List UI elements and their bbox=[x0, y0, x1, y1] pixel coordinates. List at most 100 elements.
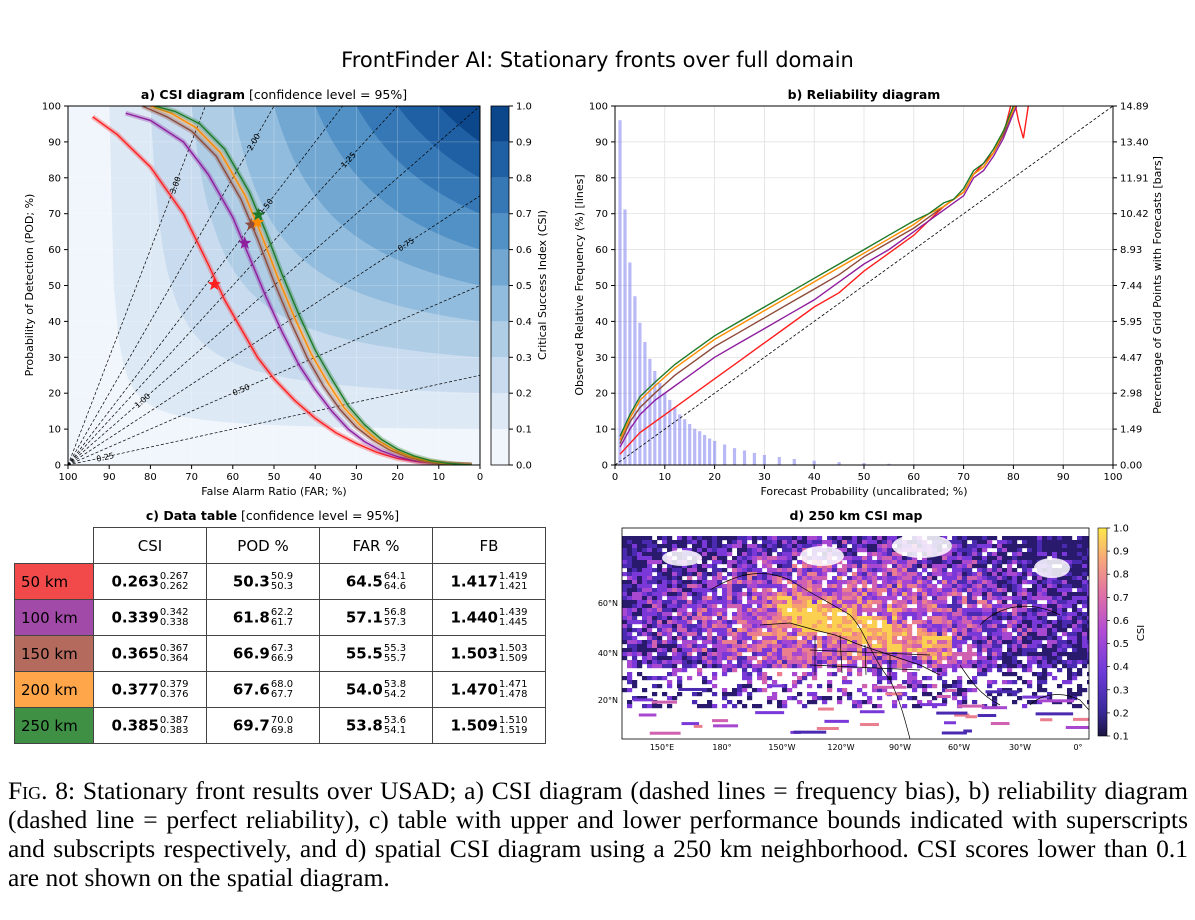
csi-map-cell bbox=[977, 640, 983, 645]
csi-map-cell bbox=[1017, 648, 1023, 653]
x-tick-label: 0 bbox=[612, 472, 618, 483]
csi-map-cell bbox=[1052, 584, 1058, 589]
csi-map-cell bbox=[907, 680, 913, 685]
csi-map-cell bbox=[787, 696, 793, 701]
x-tick-label: 60 bbox=[226, 472, 239, 483]
csi-map-cell bbox=[642, 552, 648, 557]
cell-value: 54.0 bbox=[345, 680, 383, 698]
csi-map-cell bbox=[917, 572, 923, 577]
csi-map-cell bbox=[882, 624, 888, 629]
csi-map-cell bbox=[697, 584, 703, 589]
csi-map-cell bbox=[702, 596, 708, 601]
csi-map-cell bbox=[802, 640, 808, 645]
csi-map-cell bbox=[697, 588, 703, 593]
csi-map-cell bbox=[662, 592, 668, 597]
csi-map-cell bbox=[962, 620, 968, 625]
csi-map-cell bbox=[777, 700, 783, 705]
csi-map-cell bbox=[722, 568, 728, 573]
csi-map-cell bbox=[1012, 552, 1018, 557]
csi-map-cell bbox=[687, 584, 693, 589]
csi-map-cell bbox=[887, 680, 893, 685]
csi-map-cell bbox=[657, 684, 663, 689]
csi-map-cell bbox=[682, 588, 688, 593]
csi-map-cell bbox=[877, 632, 883, 637]
csi-map-cell bbox=[672, 616, 678, 621]
csi-map-cell bbox=[797, 560, 803, 565]
csi-map-cell bbox=[687, 548, 693, 553]
csi-map-cell bbox=[762, 536, 768, 541]
csi-map-cell bbox=[797, 644, 803, 649]
csi-map-cell bbox=[822, 588, 828, 593]
csi-map-cell bbox=[977, 572, 983, 577]
csi-map-cell bbox=[717, 580, 723, 585]
csi-map-cell bbox=[682, 632, 688, 637]
csi-map-cell bbox=[657, 616, 663, 621]
csi-map-cell bbox=[952, 556, 958, 561]
csi-map-cell bbox=[1062, 624, 1068, 629]
colorbar-tick-label: 0.3 bbox=[516, 353, 532, 364]
csi-map-cell bbox=[847, 600, 853, 605]
csi-map-cell bbox=[687, 536, 693, 541]
csi-map-cell bbox=[857, 596, 863, 601]
csi-map-cell bbox=[652, 660, 658, 665]
colorbar-segment bbox=[491, 357, 509, 394]
csi-map-cell bbox=[1002, 588, 1008, 593]
csi-map-cell bbox=[807, 600, 813, 605]
csi-map-cell bbox=[687, 576, 693, 581]
csi-map-cell bbox=[892, 612, 898, 617]
x-tick-label: 50 bbox=[858, 472, 871, 483]
csi-map-cell bbox=[967, 624, 973, 629]
csi-map-cell bbox=[707, 664, 713, 669]
csi-map-cell bbox=[872, 540, 878, 545]
csi-map-cell bbox=[717, 624, 723, 629]
csi-map-cell bbox=[792, 544, 798, 549]
csi-map-cell bbox=[767, 584, 773, 589]
csi-map-cell bbox=[972, 632, 978, 637]
csi-map-cell bbox=[867, 552, 873, 557]
histogram-bar bbox=[698, 431, 702, 465]
csi-map-cell bbox=[962, 560, 968, 565]
csi-map-cell bbox=[757, 672, 763, 677]
csi-map-cell bbox=[622, 540, 628, 545]
csi-map-cell bbox=[1007, 668, 1013, 673]
csi-map-cell bbox=[1072, 556, 1078, 561]
csi-map-cell bbox=[717, 660, 723, 665]
y-right-tick-label: 13.40 bbox=[1120, 137, 1149, 148]
csi-map-cell bbox=[772, 572, 778, 577]
csi-map-cell bbox=[887, 628, 893, 633]
csi-map-cell bbox=[657, 612, 663, 617]
csi-map-cell bbox=[642, 676, 648, 681]
csi-map-cell bbox=[1077, 592, 1083, 597]
csi-map-cell bbox=[902, 612, 908, 617]
csi-map-cell bbox=[882, 644, 888, 649]
csi-map-cell bbox=[657, 600, 663, 605]
csi-map-cell bbox=[897, 608, 903, 613]
csi-map-cell bbox=[687, 592, 693, 597]
csi-map-cell bbox=[982, 672, 988, 677]
csi-map-cell bbox=[992, 576, 998, 581]
csi-map-cell bbox=[767, 700, 773, 705]
csi-map-cell bbox=[707, 564, 713, 569]
csi-map-cell bbox=[872, 660, 878, 665]
csi-map-cell bbox=[827, 568, 833, 573]
table-cell: 55.5 55.3 55.7 bbox=[319, 635, 433, 672]
csi-map-cell bbox=[797, 588, 803, 593]
csi-map-cell bbox=[747, 592, 753, 597]
csi-map-cell bbox=[1077, 632, 1083, 637]
csi-map-cell bbox=[732, 572, 738, 577]
csi-map-cell bbox=[857, 648, 863, 653]
csi-map-cell bbox=[782, 584, 788, 589]
csi-map-cell bbox=[1072, 644, 1078, 649]
csi-map-cell bbox=[847, 696, 853, 701]
frequency-bias-line bbox=[68, 106, 398, 465]
csi-map-cell bbox=[787, 548, 793, 553]
csi-map-cell bbox=[1062, 680, 1068, 685]
csi-map-cell bbox=[922, 640, 928, 645]
csi-map-cell bbox=[622, 548, 628, 553]
csi-map-cell bbox=[1077, 640, 1083, 645]
csi-map-cell bbox=[677, 540, 683, 545]
csi-map-cell bbox=[672, 568, 678, 573]
csi-map-cell bbox=[677, 624, 683, 629]
csi-map-cell bbox=[907, 632, 913, 637]
csi-map-cell bbox=[972, 592, 978, 597]
